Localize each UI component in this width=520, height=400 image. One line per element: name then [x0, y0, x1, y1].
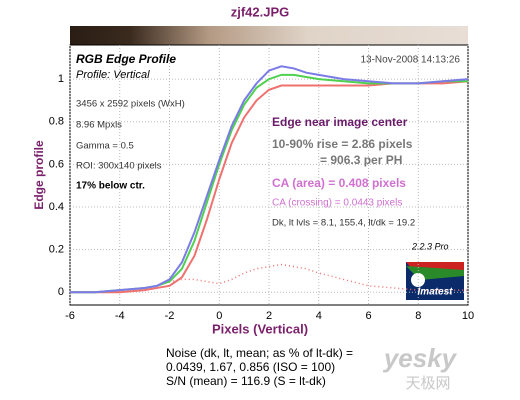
- x-tick-label: 6: [365, 310, 371, 322]
- annotation: Edge near image center: [272, 115, 408, 129]
- annotation: Dk, lt lvls = 8.1, 155.4, lt/dk = 19.2: [272, 218, 415, 229]
- watermark: 天极网: [405, 375, 450, 392]
- y-tick-label: 0.8: [49, 116, 64, 128]
- annotation: Gamma = 0.5: [76, 141, 134, 152]
- annotation: 17% below ctr.: [76, 181, 145, 192]
- edge-image-strip: [70, 26, 468, 45]
- x-tick-label: -2: [165, 310, 175, 322]
- x-tick-label: 2: [266, 310, 272, 322]
- noise-stat: S/N (mean) = 116.9 (S = lt-dk): [166, 374, 326, 388]
- x-tick-label: -4: [115, 310, 125, 322]
- x-tick-label: 0: [216, 310, 222, 322]
- x-tick-label: 10: [462, 310, 474, 322]
- x-tick-label: 8: [415, 310, 421, 322]
- y-tick-label: 0.4: [49, 201, 64, 213]
- noise-stat: Noise (dk, lt, mean; as % of lt-dk) =: [166, 346, 353, 360]
- y-tick-label: 1: [58, 73, 64, 85]
- x-axis-label: Pixels (Vertical): [212, 321, 308, 336]
- series-line: [70, 80, 469, 294]
- annotation: RGB Edge Profile: [76, 52, 176, 66]
- annotation: 13-Nov-2008 14:13:26: [360, 55, 460, 66]
- annotation: 3456 x 2592 pixels (WxH): [76, 99, 185, 110]
- y-tick-label: 0.2: [49, 243, 64, 255]
- annotation: CA (area) = 0.408 pixels: [272, 176, 406, 190]
- dotted-line: [70, 263, 468, 293]
- y-axis-label: Edge profile: [32, 140, 46, 210]
- annotation: 10-90% rise = 2.86 pixels: [272, 137, 413, 151]
- y-tick-label: 0: [58, 286, 64, 298]
- x-tick-label: -6: [65, 310, 75, 322]
- annotation: 2.2.3 Pro: [411, 241, 449, 251]
- x-tick-label: 4: [316, 310, 322, 322]
- annotation: Profile: Vertical: [76, 69, 150, 81]
- chart-title: zjf42.JPG: [231, 4, 290, 19]
- annotation: Imatest: [417, 287, 453, 298]
- noise-stat: 0.0439, 1.67, 0.856 (ISO = 100): [166, 360, 335, 374]
- annotation: ROI: 300x140 pixels: [76, 161, 162, 172]
- series-line: [70, 65, 469, 294]
- annotation: = 906.3 per PH: [320, 153, 402, 167]
- y-tick-label: 0.6: [49, 158, 64, 170]
- watermark: yesky: [382, 343, 458, 373]
- annotation: 8.96 Mpxls: [76, 120, 122, 131]
- annotation: CA (crossing) = 0.0443 pixels: [272, 198, 402, 209]
